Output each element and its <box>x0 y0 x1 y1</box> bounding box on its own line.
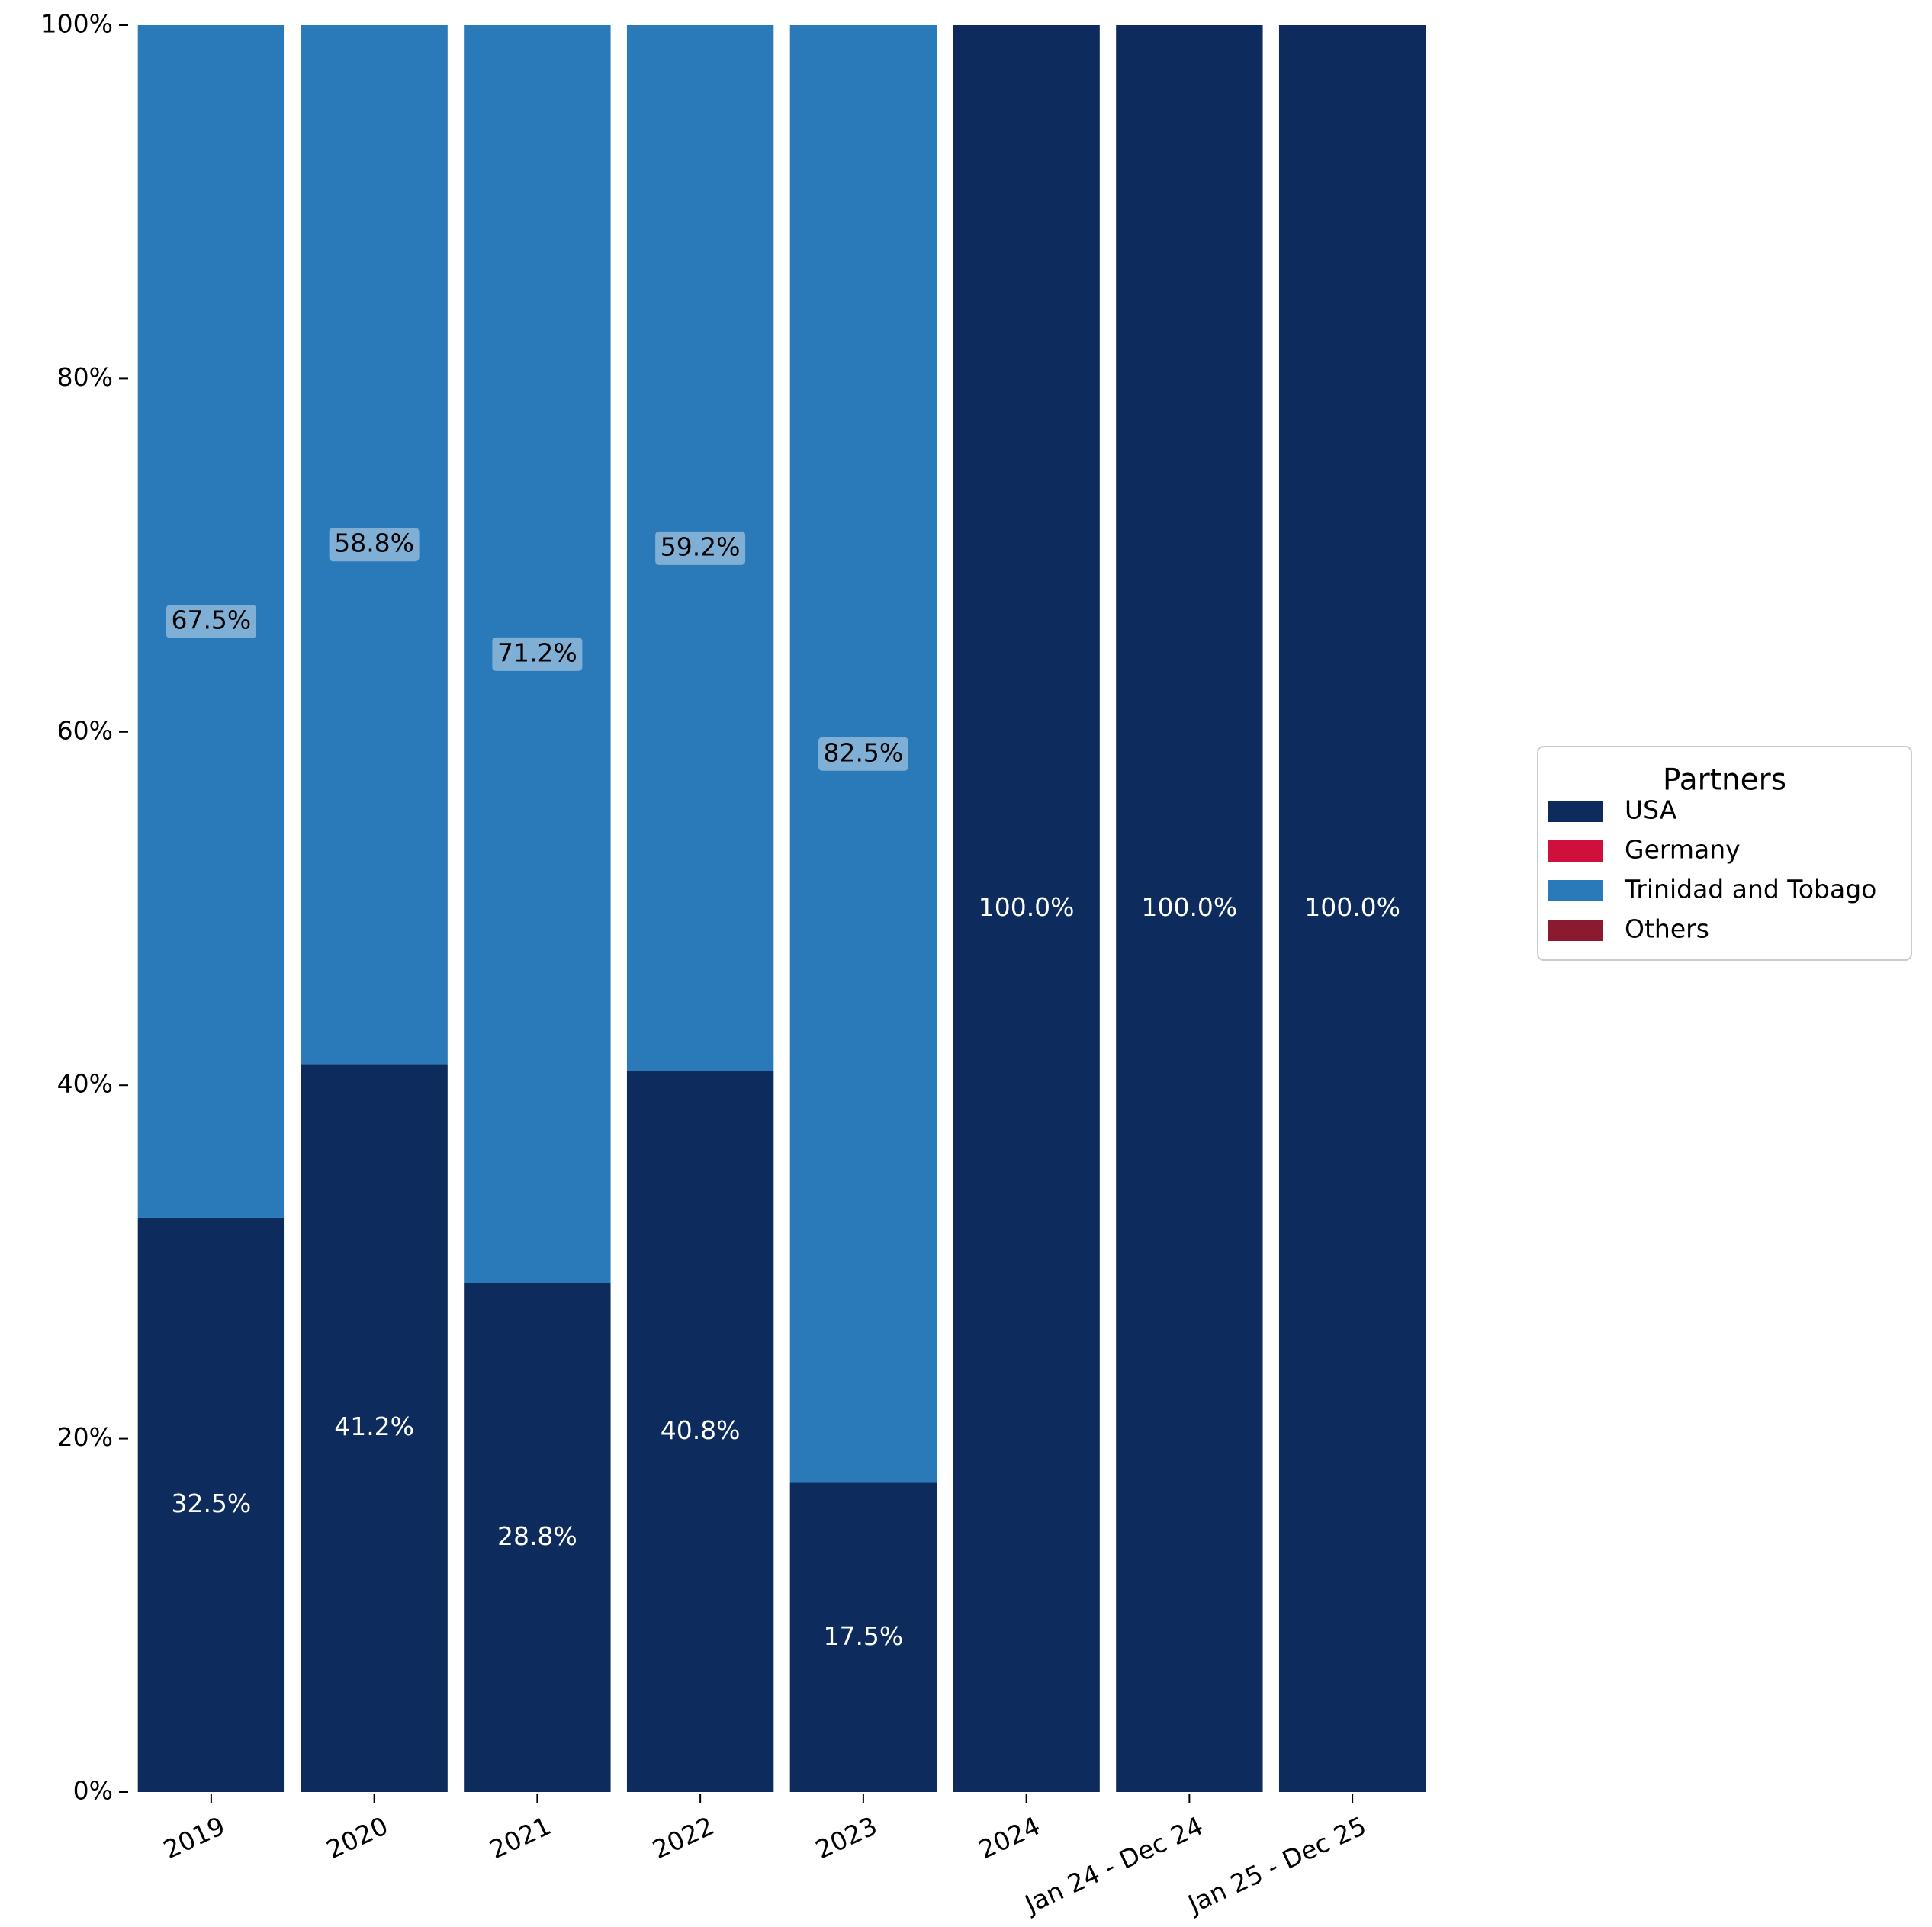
bar-segment <box>953 25 1100 1792</box>
y-tick-label: 20% <box>57 1422 113 1452</box>
y-tick-label: 0% <box>73 1776 113 1806</box>
y-tick-label: 60% <box>57 715 113 745</box>
bar-label-background <box>818 737 908 771</box>
bar-segment <box>301 25 448 1065</box>
x-tick-label: 2020 <box>322 1810 393 1864</box>
bar-value-label: 100.0% <box>979 892 1075 922</box>
legend-label: USA <box>1625 795 1677 825</box>
bars <box>137 25 1426 1792</box>
bar-segment <box>789 25 937 1483</box>
y-tick-label: 100% <box>41 9 113 39</box>
legend-swatch <box>1548 801 1603 822</box>
legend-items: USA Germany Trinidad and Tobago Others <box>1548 795 1876 944</box>
bar-segment <box>137 1217 285 1792</box>
legend-box <box>1537 746 1912 961</box>
legend-title: Partners <box>1663 763 1786 798</box>
bar-segment <box>789 1482 937 1792</box>
bar-segment <box>301 1064 448 1792</box>
y-axis: 0% 20% 40% 60% 80% 100% <box>41 9 128 1806</box>
legend-swatch <box>1548 880 1603 901</box>
bar-label-background <box>166 604 256 638</box>
legend-swatch <box>1548 920 1603 941</box>
bar-value-label: 71.2% <box>497 638 577 667</box>
x-tick-label: Jan 24 - Dec 24 <box>1019 1810 1207 1919</box>
bar-value-label: 100.0% <box>1304 892 1400 922</box>
bar-value-label: 67.5% <box>171 605 251 634</box>
x-tick-label: Jan 25 - Dec 25 <box>1182 1810 1371 1919</box>
legend: Partners USA Germany Trinidad and Tobago Ot… <box>1537 746 1912 961</box>
legend-label: Trinidad and Tobago <box>1624 875 1876 904</box>
bar-value-label: 32.5% <box>171 1489 251 1518</box>
y-tick-label: 80% <box>57 362 113 392</box>
bar-value-label: 100.0% <box>1141 892 1237 922</box>
bar-segment <box>464 25 611 1283</box>
bar-segment <box>626 25 774 1071</box>
bar-value-label: 28.8% <box>497 1521 577 1551</box>
bar-label-background <box>492 637 583 671</box>
legend-swatch <box>1548 840 1603 862</box>
bar-segment <box>626 1071 774 1792</box>
bar-value-label: 40.8% <box>661 1415 741 1445</box>
bar-segment <box>464 1283 611 1792</box>
bar-segment <box>137 25 285 1218</box>
bar-value-label: 17.5% <box>823 1621 903 1651</box>
bar-value-label: 82.5% <box>823 737 903 767</box>
legend-label: Others <box>1625 914 1709 944</box>
x-tick-label: 2023 <box>811 1810 882 1864</box>
bar-value-label: 41.2% <box>334 1412 414 1441</box>
legend-label: Germany <box>1625 835 1741 865</box>
bar-value-label: 59.2% <box>661 532 741 561</box>
x-tick-label: 2022 <box>648 1810 718 1864</box>
bar-labels: 32.5% 67.5% 41.2% 58.8% 28.8% 71.2% 40.8% 59.2%… <box>166 528 1400 1651</box>
bar-label-background <box>329 528 420 562</box>
bar-value-label: 58.8% <box>334 528 414 558</box>
y-tick-label: 40% <box>57 1069 113 1099</box>
x-tick-label: 2019 <box>159 1810 230 1864</box>
bar-segment <box>1116 25 1263 1792</box>
bar-segment <box>1278 25 1426 1792</box>
x-tick-label: 2021 <box>485 1810 556 1864</box>
x-tick-label: 2024 <box>974 1810 1045 1864</box>
bar-label-background <box>655 531 746 565</box>
